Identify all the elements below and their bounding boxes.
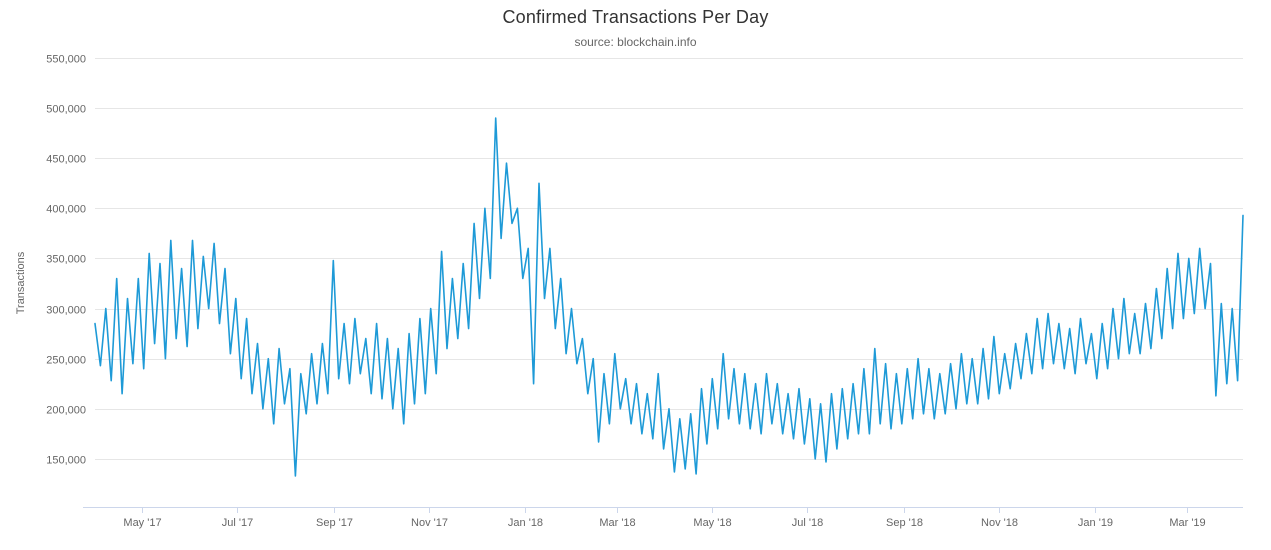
x-axis-label: Mar '19 bbox=[1169, 517, 1205, 529]
y-axis-label: 200,000 bbox=[46, 405, 86, 417]
x-axis-label: Mar '18 bbox=[599, 517, 635, 529]
x-axis-label: May '17 bbox=[123, 517, 161, 529]
y-axis-label: 350,000 bbox=[46, 254, 86, 266]
chart-title: Confirmed Transactions Per Day bbox=[502, 7, 769, 27]
x-axis-label: Jan '19 bbox=[1078, 517, 1113, 529]
y-axis-label: 150,000 bbox=[46, 455, 86, 467]
x-axis-label: Jul '17 bbox=[222, 517, 253, 529]
x-axis-label: Sep '18 bbox=[886, 517, 923, 529]
y-axis-label: 550,000 bbox=[46, 54, 86, 66]
chart-subtitle: source: blockchain.info bbox=[574, 35, 697, 49]
y-axis-label: 400,000 bbox=[46, 204, 86, 216]
y-axis-label: 500,000 bbox=[46, 104, 86, 116]
x-axis-label: Jul '18 bbox=[792, 517, 823, 529]
x-axis-label: Nov '17 bbox=[411, 517, 448, 529]
y-axis-label: 250,000 bbox=[46, 355, 86, 367]
x-axis-label: Jan '18 bbox=[508, 517, 543, 529]
y-axis-labels: 150,000 200,000 250,000 300,000 350,000 400,0… bbox=[46, 54, 86, 467]
x-axis-label: Sep '17 bbox=[316, 517, 353, 529]
y-axis-label: 300,000 bbox=[46, 305, 86, 317]
x-axis bbox=[83, 507, 1243, 513]
x-axis-label: May '18 bbox=[693, 517, 731, 529]
y-axis-label: 450,000 bbox=[46, 154, 86, 166]
series-line-confirmed-transactions[interactable] bbox=[94, 117, 1244, 477]
x-axis-labels: May '17 Jul '17 Sep '17 Nov '17 Jan '18 Mar '… bbox=[123, 517, 1205, 529]
x-axis-label: Nov '18 bbox=[981, 517, 1018, 529]
gridlines bbox=[95, 58, 1243, 460]
